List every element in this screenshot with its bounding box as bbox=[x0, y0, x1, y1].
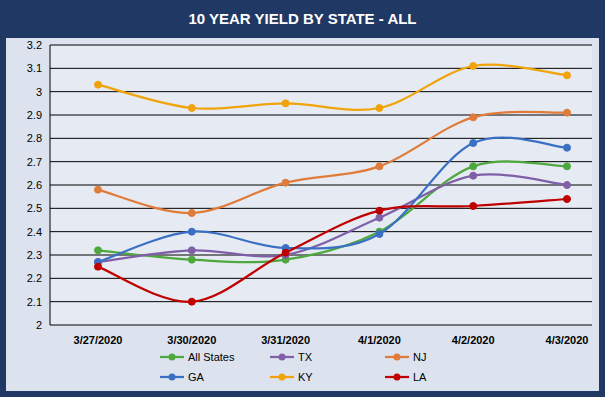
series-marker bbox=[188, 210, 195, 217]
series-marker bbox=[470, 163, 477, 170]
y-tick-label: 3.2 bbox=[27, 39, 42, 51]
y-tick-label: 2.4 bbox=[27, 226, 42, 238]
grid-line bbox=[50, 185, 592, 186]
series-marker bbox=[282, 179, 289, 186]
series-marker bbox=[564, 144, 571, 151]
title: 10 YEAR YIELD BY STATE - ALL bbox=[188, 10, 416, 27]
grid-line bbox=[50, 325, 592, 326]
legend-marker bbox=[169, 374, 176, 381]
legend-label: NJ bbox=[413, 351, 426, 363]
series-line bbox=[98, 65, 567, 110]
x-tick-label: 4/3/2020 bbox=[546, 334, 589, 346]
series-marker bbox=[376, 163, 383, 170]
series-marker bbox=[282, 249, 289, 256]
series-marker bbox=[95, 81, 102, 88]
series-marker bbox=[376, 105, 383, 112]
y-tick-label: 2 bbox=[36, 319, 42, 331]
series-marker bbox=[95, 263, 102, 270]
plot-area bbox=[50, 45, 592, 325]
series-marker bbox=[95, 186, 102, 193]
series-marker bbox=[282, 100, 289, 107]
series-marker bbox=[188, 298, 195, 305]
series-marker bbox=[564, 109, 571, 116]
series-group bbox=[95, 63, 571, 306]
y-tick-label: 2.8 bbox=[27, 132, 42, 144]
grid-line bbox=[50, 68, 592, 69]
series-marker bbox=[188, 228, 195, 235]
y-tick-label: 2.2 bbox=[27, 272, 42, 284]
grid-line bbox=[50, 278, 592, 279]
grid-line bbox=[50, 231, 592, 232]
legend-label: LA bbox=[413, 371, 427, 383]
x-tick-label: 3/27/2020 bbox=[74, 334, 123, 346]
series-marker bbox=[564, 196, 571, 203]
series-marker bbox=[470, 114, 477, 121]
x-tick-label: 3/31/2020 bbox=[261, 334, 310, 346]
legend-marker bbox=[279, 374, 286, 381]
legend-label: All States bbox=[188, 351, 235, 363]
grid-line bbox=[50, 208, 592, 209]
legend-marker bbox=[394, 374, 401, 381]
series-line bbox=[98, 112, 567, 213]
series-marker bbox=[188, 247, 195, 254]
series-line bbox=[98, 174, 567, 262]
legend-label: GA bbox=[188, 371, 205, 383]
y-tick-label: 3.1 bbox=[27, 62, 42, 74]
series-marker bbox=[376, 207, 383, 214]
series-marker bbox=[188, 256, 195, 263]
legend-label: TX bbox=[298, 351, 313, 363]
series-marker bbox=[564, 72, 571, 79]
y-axis bbox=[50, 45, 51, 325]
series-line bbox=[98, 199, 567, 302]
x-tick-label: 4/1/2020 bbox=[358, 334, 401, 346]
chart: 10 YEAR YIELD BY STATE - ALL 2 2.1 2.2 2.3 2.… bbox=[0, 0, 605, 397]
x-tick-label: 4/2/2020 bbox=[452, 334, 495, 346]
grid-line bbox=[50, 45, 592, 46]
series-marker bbox=[470, 172, 477, 179]
series-marker bbox=[470, 140, 477, 147]
grid-line bbox=[50, 115, 592, 116]
series-marker bbox=[95, 247, 102, 254]
grid-line bbox=[50, 301, 592, 302]
y-tick-label: 2.9 bbox=[27, 109, 42, 121]
y-tick-label: 2.5 bbox=[27, 202, 42, 214]
series-line bbox=[98, 137, 567, 262]
grid-line bbox=[50, 91, 592, 92]
legend-marker bbox=[394, 354, 401, 361]
y-tick-label: 2.6 bbox=[27, 179, 42, 191]
series-marker bbox=[376, 231, 383, 238]
legend-marker bbox=[169, 354, 176, 361]
y-tick-label: 3 bbox=[36, 86, 42, 98]
series-marker bbox=[564, 182, 571, 189]
legend-label: KY bbox=[298, 371, 313, 383]
background bbox=[0, 0, 605, 397]
legend-marker bbox=[279, 354, 286, 361]
series-marker bbox=[188, 105, 195, 112]
y-tick-label: 2.1 bbox=[27, 296, 42, 308]
y-tick-label: 2.3 bbox=[27, 249, 42, 261]
x-tick-label: 3/30/2020 bbox=[167, 334, 216, 346]
series-marker bbox=[376, 214, 383, 221]
chart-area bbox=[6, 38, 599, 391]
series-marker bbox=[470, 63, 477, 70]
y-tick-label: 2.7 bbox=[27, 156, 42, 168]
series-marker bbox=[564, 163, 571, 170]
series-marker bbox=[470, 203, 477, 210]
